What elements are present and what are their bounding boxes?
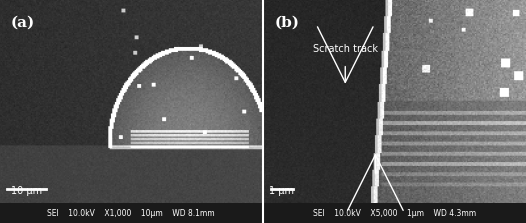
Text: 1 μm: 1 μm bbox=[269, 186, 294, 196]
Text: SEI    10.0kV    X5,000    1μm    WD 4.3mm: SEI 10.0kV X5,000 1μm WD 4.3mm bbox=[313, 209, 477, 218]
Text: SEI    10.0kV    X1,000    10μm    WD 8.1mm: SEI 10.0kV X1,000 10μm WD 8.1mm bbox=[47, 209, 215, 218]
Text: Scratch track: Scratch track bbox=[313, 43, 378, 54]
Text: 10 μm: 10 μm bbox=[11, 186, 42, 196]
Text: (a): (a) bbox=[11, 15, 35, 29]
Text: (b): (b) bbox=[275, 15, 299, 29]
